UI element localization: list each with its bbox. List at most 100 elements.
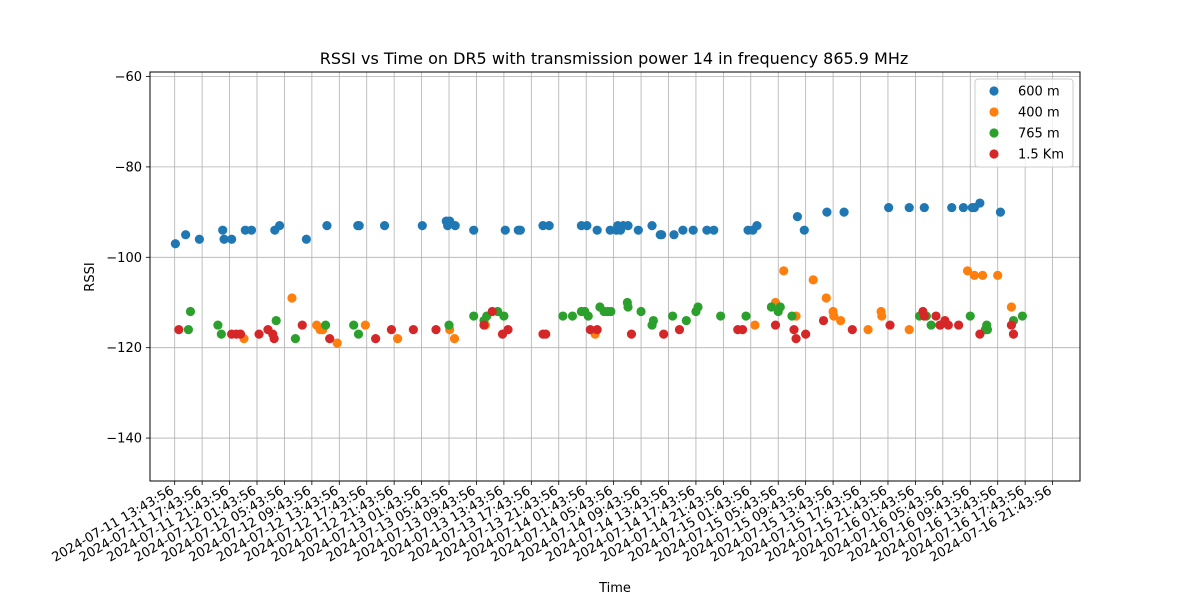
data-point-1-5-km (269, 334, 279, 344)
legend-label-600-m: 600 m (1018, 85, 1060, 100)
data-point-400-m (779, 266, 789, 276)
data-point-765-m (185, 306, 196, 317)
data-point-600-m (919, 202, 929, 213)
data-point-1-5-km (674, 325, 685, 335)
data-point-1-5-km (975, 329, 985, 339)
data-point-400-m (449, 334, 460, 344)
data-point-600-m (752, 221, 762, 231)
data-point-765-m (216, 329, 226, 339)
data-point-1-5-km (659, 329, 669, 339)
data-point-600-m (947, 202, 957, 213)
y-tick-label: −100 (106, 251, 142, 266)
data-point-765-m (349, 320, 359, 330)
data-point-600-m (884, 202, 894, 213)
data-point-1-5-km (479, 320, 489, 330)
data-point-600-m (170, 239, 180, 249)
data-point-400-m (392, 334, 403, 344)
y-tick-label: −80 (115, 160, 142, 175)
data-point-600-m (669, 230, 679, 240)
legend-marker-600-m (989, 86, 999, 96)
data-point-765-m (499, 311, 509, 321)
legend-label-1-5-km: 1.5 Km (1018, 148, 1064, 163)
legend-label-765-m: 765 m (1018, 127, 1060, 142)
data-point-400-m (360, 320, 370, 330)
data-point-600-m (246, 225, 257, 235)
data-point-600-m (275, 221, 285, 231)
data-point-600-m (219, 234, 229, 244)
data-point-765-m (567, 311, 578, 321)
data-point-1-5-km (1006, 320, 1017, 330)
data-point-765-m (558, 311, 568, 321)
data-point-1-5-km (885, 320, 895, 330)
data-point-400-m (287, 293, 297, 303)
data-point-1-5-km (737, 325, 748, 335)
y-axis-label: RSSI (83, 262, 98, 291)
data-point-600-m (500, 225, 510, 235)
data-point-600-m (709, 225, 719, 235)
data-point-400-m (978, 270, 988, 280)
data-point-765-m (583, 311, 593, 321)
data-point-765-m (648, 315, 659, 326)
data-point-400-m (332, 338, 342, 348)
data-point-400-m (904, 325, 914, 335)
data-point-765-m (693, 302, 703, 312)
data-point-600-m (194, 234, 204, 244)
data-point-600-m (301, 234, 311, 244)
data-point-600-m (792, 212, 803, 222)
data-point-600-m (975, 198, 985, 208)
data-point-400-m (993, 270, 1003, 280)
data-point-765-m (668, 311, 678, 321)
chart-legend: 600 m 400 m 765 m 1.5 Km (974, 78, 1074, 168)
data-point-400-m (1006, 302, 1017, 312)
legend-marker-1-5-km (989, 149, 999, 159)
data-point-1-5-km (791, 334, 801, 344)
data-point-1-5-km (919, 311, 929, 321)
data-point-1-5-km (954, 320, 964, 330)
legend-label-400-m: 400 m (1018, 106, 1060, 121)
data-point-600-m (379, 221, 390, 231)
data-point-1-5-km (943, 320, 953, 330)
data-point-1-5-km (235, 329, 246, 339)
data-point-600-m (227, 234, 237, 244)
data-point-765-m (636, 306, 646, 317)
data-point-1-5-km (254, 329, 264, 339)
data-points (170, 198, 1027, 348)
data-point-1-5-km (386, 325, 397, 335)
y-tick-label: −120 (106, 341, 142, 356)
data-point-400-m (750, 320, 760, 330)
data-point-600-m (322, 221, 332, 231)
data-point-1-5-km (174, 325, 184, 335)
data-point-400-m (863, 325, 873, 335)
data-point-600-m (515, 225, 525, 235)
chart-title: RSSI vs Time on DR5 with transmission po… (320, 49, 909, 68)
data-point-600-m (181, 230, 191, 240)
data-point-765-m (469, 311, 479, 321)
legend-marker-400-m (989, 107, 999, 117)
data-point-765-m (787, 311, 797, 321)
data-point-400-m (829, 311, 839, 321)
y-tick-label: −60 (115, 70, 142, 85)
data-point-600-m (958, 202, 969, 213)
data-point-400-m (808, 275, 818, 285)
data-point-1-5-km (592, 325, 602, 335)
data-point-600-m (469, 225, 479, 235)
data-point-600-m (657, 230, 667, 240)
data-point-1-5-km (847, 325, 857, 335)
legend-marker-765-m (989, 128, 999, 138)
data-point-600-m (799, 225, 809, 235)
x-axis-label: Time (598, 581, 631, 596)
data-point-400-m (821, 293, 831, 303)
data-point-765-m (290, 334, 300, 344)
data-point-600-m (592, 225, 602, 235)
data-point-1-5-km (297, 320, 307, 330)
data-point-765-m (444, 320, 454, 330)
data-point-765-m (775, 302, 785, 312)
data-point-1-5-km (818, 315, 829, 326)
data-point-765-m (716, 311, 726, 321)
data-point-765-m (623, 302, 633, 312)
data-point-1-5-km (585, 325, 595, 335)
data-point-600-m (702, 225, 712, 235)
data-point-1-5-km (541, 329, 551, 339)
data-point-1-5-km (487, 306, 497, 317)
